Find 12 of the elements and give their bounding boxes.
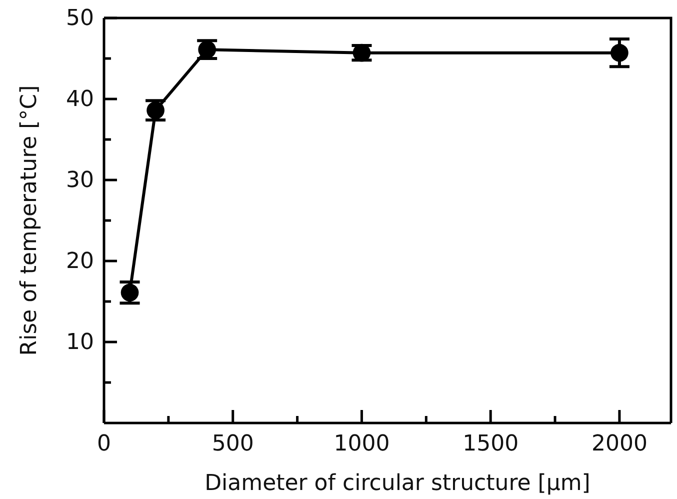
y-tick-label: 20 (66, 249, 94, 274)
y-axis-title: Rise of temperature [°C] (17, 85, 42, 356)
x-tick-label: 500 (212, 432, 254, 457)
x-tick-label: 1000 (334, 432, 390, 457)
y-tick-label: 50 (66, 6, 94, 32)
y-tick-label: 40 (66, 87, 94, 112)
y-tick-label: 30 (66, 168, 94, 194)
x-axis-title: Diameter of circular structure [µm] (204, 471, 590, 496)
x-tick-label: 0 (97, 432, 111, 457)
x-tick-label: 2000 (591, 432, 648, 457)
y-tick-label: 10 (66, 330, 94, 356)
x-tick-label: 1500 (462, 432, 519, 457)
